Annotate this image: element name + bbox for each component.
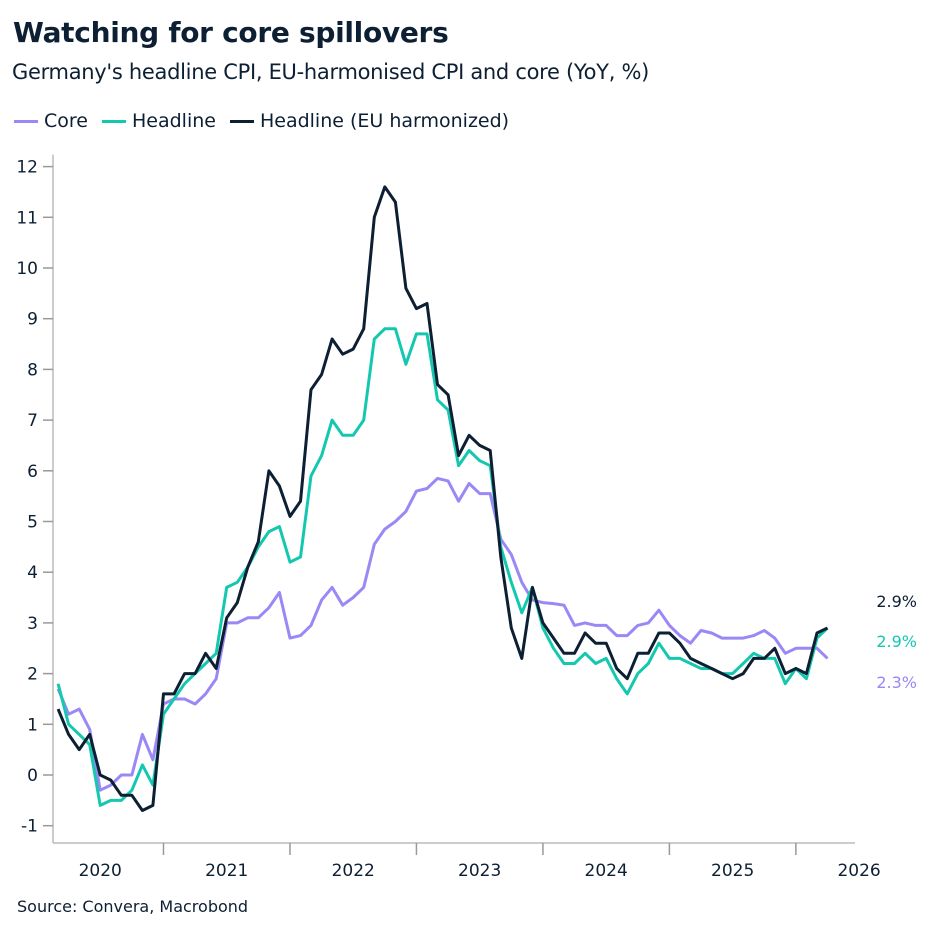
y-tick-label: 9 (27, 310, 38, 330)
y-tick-label: -1 (21, 817, 38, 837)
end-label-headline: 2.9% (876, 632, 917, 651)
legend-swatch-headline-eu (229, 119, 254, 123)
legend-label-headline-eu: Headline (EU harmonized) (259, 110, 510, 132)
legend-item-headline: Headline (101, 110, 216, 132)
source-note: Source: Convera, Macrobond (17, 897, 249, 916)
x-tick-label: 2026 (837, 861, 880, 881)
x-tick-label: 2020 (79, 861, 122, 881)
x-tick-label: 2025 (711, 861, 754, 881)
y-tick-label: 3 (27, 614, 38, 634)
x-tick-label: 2021 (205, 861, 248, 881)
legend-item-headline-eu: Headline (EU harmonized) (229, 110, 510, 132)
legend-label-headline: Headline (131, 110, 216, 132)
legend-swatch-headline (101, 119, 126, 123)
legend: Core Headline Headline (EU harmonized) (14, 110, 509, 132)
x-tick-label: 2024 (585, 861, 628, 881)
legend-label-core: Core (44, 110, 88, 132)
y-tick-label: 8 (27, 360, 38, 380)
chart-subtitle: Germany's headline CPI, EU-harmonised CP… (12, 60, 650, 84)
y-tick-label: 10 (16, 259, 38, 279)
x-tick-label: 2022 (332, 861, 375, 881)
legend-swatch-core (14, 119, 38, 123)
y-tick-label: 6 (27, 462, 38, 482)
chart-title: Watching for core spillovers (13, 16, 449, 49)
end-label-headline-eu: 2.9% (876, 592, 917, 611)
y-tick-label: 0 (27, 766, 38, 786)
legend-item-core: Core (14, 110, 88, 132)
y-tick-label: 11 (16, 208, 38, 228)
y-tick-label: 5 (27, 513, 38, 533)
x-tick-label: 2023 (458, 861, 501, 881)
y-tick-label: 4 (27, 563, 38, 583)
end-label-core: 2.3% (876, 673, 917, 692)
y-tick-label: 7 (27, 411, 38, 431)
y-tick-label: 2 (27, 665, 38, 685)
y-tick-label: 1 (27, 715, 38, 735)
series-line-headline (56, 327, 829, 807)
series-line-core (56, 476, 829, 792)
y-tick-label: 12 (16, 158, 38, 178)
series-line-headline-eu (56, 185, 829, 812)
